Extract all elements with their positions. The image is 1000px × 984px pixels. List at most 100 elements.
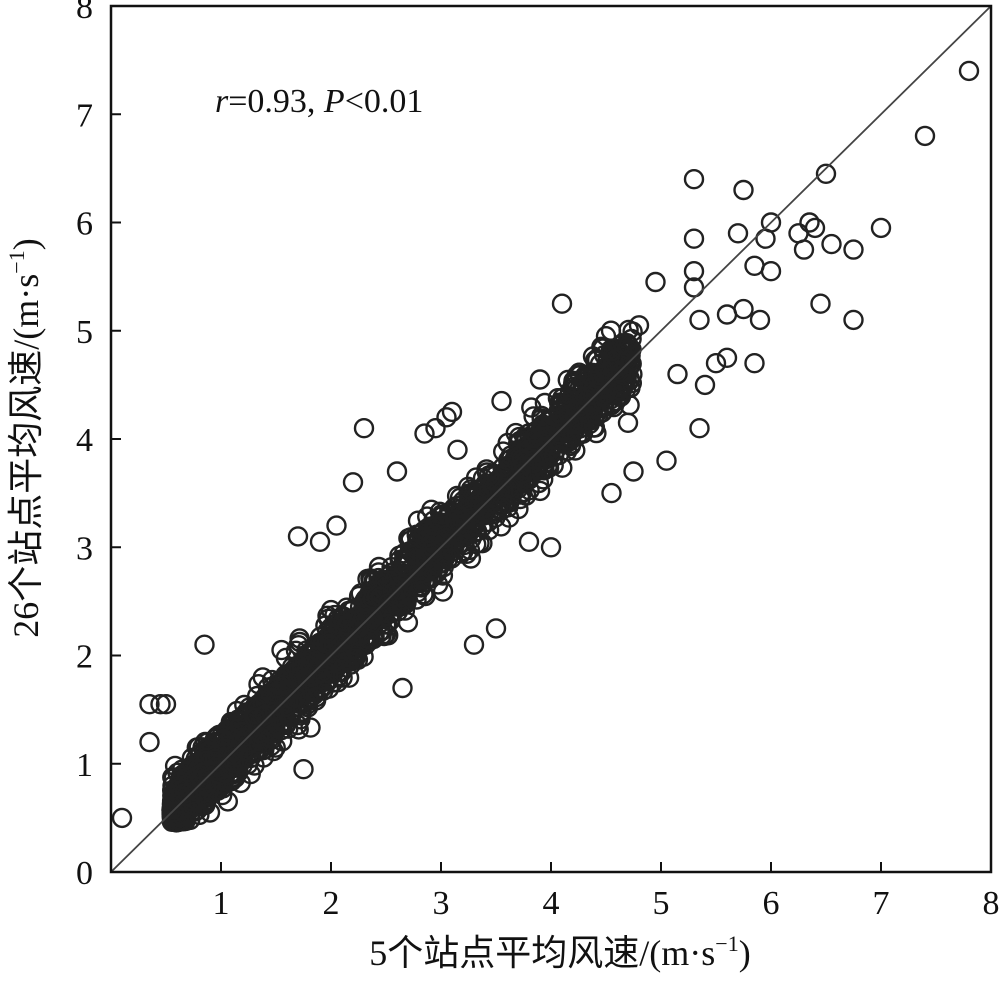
cloud-point bbox=[259, 728, 281, 749]
cloud-point bbox=[352, 608, 374, 629]
y-tick-label: 7 bbox=[76, 97, 93, 134]
cloud-point bbox=[368, 556, 390, 578]
data-point bbox=[656, 450, 677, 471]
data-point bbox=[804, 217, 826, 239]
cloud-point bbox=[562, 414, 584, 435]
y-axis-title: 26个站点平均风速/(m·s−1) bbox=[4, 238, 46, 637]
data-point bbox=[727, 223, 749, 244]
data-point bbox=[139, 694, 160, 715]
cloud-point bbox=[600, 320, 622, 341]
cloud-point bbox=[394, 555, 416, 577]
reference-line-group bbox=[110, 5, 992, 873]
data-point bbox=[744, 353, 765, 374]
cloud-point bbox=[498, 477, 520, 499]
data-point bbox=[155, 694, 177, 715]
cloud-point bbox=[524, 449, 545, 470]
cloud-point bbox=[191, 770, 212, 791]
data-point bbox=[843, 239, 864, 260]
cloud-point bbox=[248, 734, 269, 755]
cloud-point bbox=[422, 543, 443, 564]
data-point bbox=[870, 217, 892, 239]
cloud-point bbox=[420, 558, 442, 579]
data-point bbox=[716, 304, 738, 325]
cloud-point bbox=[538, 416, 559, 437]
data-point bbox=[793, 239, 815, 260]
cloud-point bbox=[319, 633, 340, 655]
cloud-point bbox=[609, 379, 631, 401]
data-point bbox=[623, 461, 644, 482]
data-point bbox=[683, 168, 705, 190]
data-point bbox=[815, 163, 837, 185]
x-tick-label: 6 bbox=[763, 885, 780, 922]
y-tick-label: 0 bbox=[76, 855, 93, 892]
data-point bbox=[386, 461, 408, 482]
cloud-point bbox=[476, 462, 498, 483]
cloud-point bbox=[279, 681, 300, 702]
x-axis-ticks: 1 2 3 4 5 6 7 8 bbox=[213, 862, 1000, 922]
data-point bbox=[689, 418, 710, 439]
data-point bbox=[287, 526, 309, 547]
cloud-point bbox=[178, 757, 200, 779]
cloud-point bbox=[330, 631, 351, 653]
x-tick-label: 5 bbox=[653, 885, 670, 922]
cloud-point bbox=[169, 777, 190, 799]
cloud-point bbox=[444, 509, 465, 530]
data-point bbox=[194, 634, 215, 655]
data-point bbox=[601, 482, 622, 504]
data-point bbox=[810, 293, 831, 314]
cloud-point bbox=[578, 364, 599, 385]
cloud-point bbox=[285, 687, 306, 708]
cloud-point bbox=[381, 557, 402, 578]
cloud-point bbox=[435, 528, 457, 549]
data-point bbox=[694, 374, 716, 396]
cloud-point bbox=[406, 524, 427, 545]
data-point bbox=[342, 472, 364, 493]
y-tick-label: 1 bbox=[76, 747, 93, 784]
cloud-point bbox=[325, 646, 347, 667]
data-point bbox=[518, 531, 540, 552]
data-point bbox=[353, 418, 375, 439]
data-point bbox=[595, 326, 617, 347]
p-symbol: P bbox=[323, 83, 345, 120]
data-point bbox=[293, 759, 314, 780]
cloud-point bbox=[397, 612, 419, 633]
data-point bbox=[150, 694, 171, 715]
cloud-point bbox=[362, 588, 383, 610]
cloud-point bbox=[377, 593, 399, 614]
cloud-point bbox=[317, 621, 338, 642]
y-tick-label: 6 bbox=[76, 206, 93, 243]
x-tick-label: 8 bbox=[983, 885, 1000, 922]
y-axis-unit-exponent: −1 bbox=[4, 250, 29, 273]
cloud-point bbox=[221, 757, 242, 778]
data-point bbox=[491, 390, 512, 412]
data-point bbox=[749, 309, 771, 331]
data-point bbox=[744, 255, 765, 276]
data-point bbox=[425, 418, 446, 439]
cloud-point bbox=[460, 479, 482, 500]
data-point bbox=[683, 277, 705, 298]
y-tick-label: 8 bbox=[76, 0, 93, 26]
data-points bbox=[111, 60, 980, 829]
data-point bbox=[799, 212, 820, 233]
x-axis-unit-close: ) bbox=[739, 933, 751, 973]
cloud-point bbox=[518, 439, 540, 460]
data-point bbox=[683, 261, 705, 282]
data-point bbox=[914, 125, 936, 147]
data-point bbox=[436, 407, 457, 428]
cloud-point bbox=[264, 701, 285, 722]
data-point bbox=[667, 363, 688, 385]
p-value: <0.01 bbox=[345, 83, 424, 120]
cloud-point bbox=[226, 700, 248, 722]
x-axis-unit-exponent: −1 bbox=[715, 931, 738, 956]
cloud-point bbox=[485, 507, 506, 528]
cloud-point bbox=[211, 784, 233, 806]
cloud-point bbox=[422, 532, 444, 553]
cloud-point bbox=[315, 665, 336, 687]
data-point bbox=[617, 412, 639, 433]
cloud-point bbox=[174, 783, 195, 804]
x-tick-label: 1 bbox=[213, 885, 230, 922]
cloud-point bbox=[306, 686, 327, 708]
cloud-point bbox=[521, 397, 542, 418]
cloud-point bbox=[244, 707, 265, 728]
data-point bbox=[733, 179, 754, 201]
